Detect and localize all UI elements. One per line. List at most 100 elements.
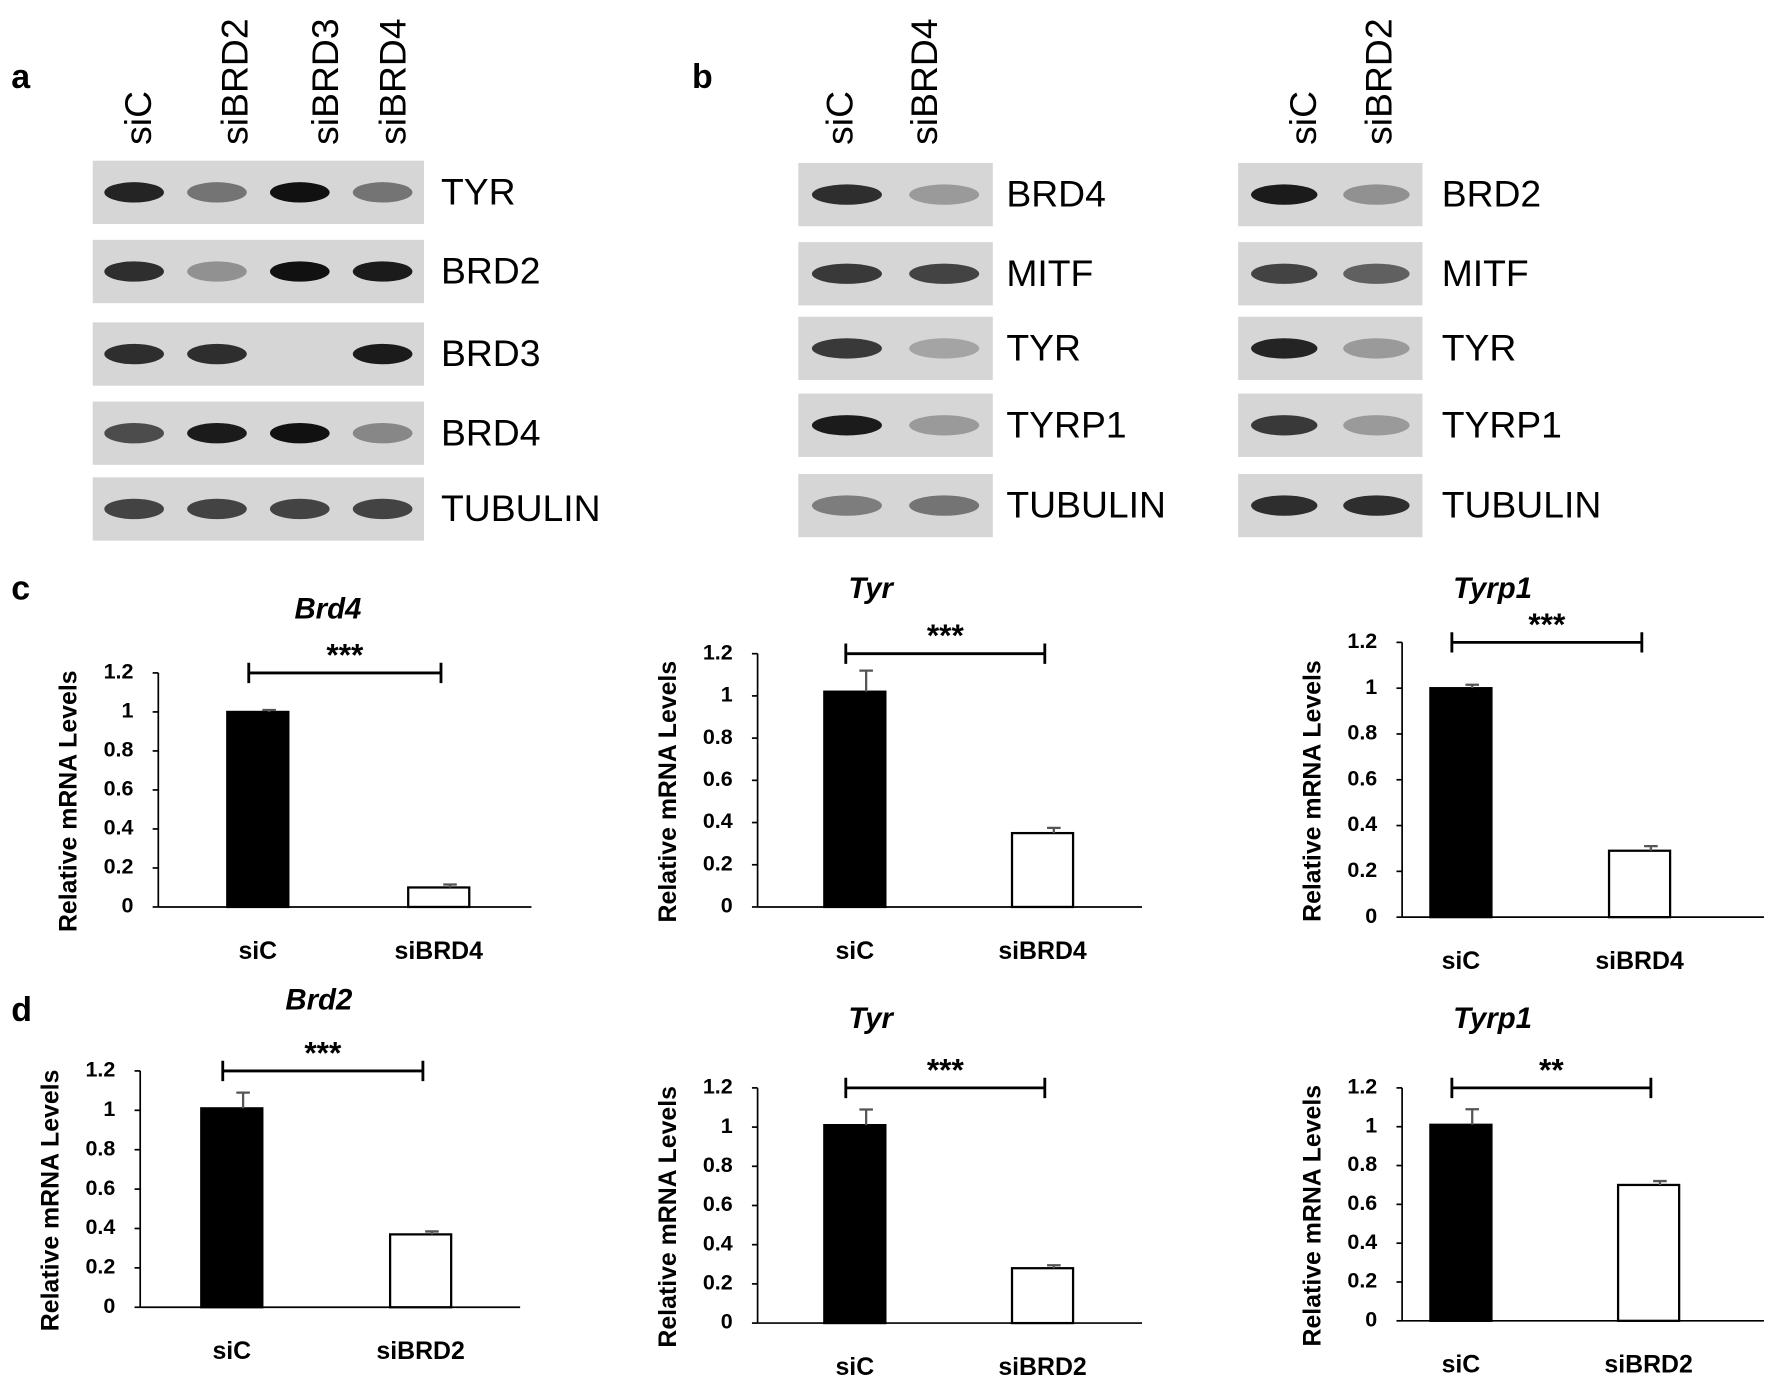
lane-label: siBRD3 — [304, 18, 346, 144]
x-tick-label: siC — [212, 1337, 251, 1365]
significance-bracket — [1450, 632, 1644, 653]
lane-label: siBRD2 — [1358, 18, 1400, 144]
blot-label: BRD2 — [441, 250, 541, 292]
y-tick-label: 0.6 — [703, 1192, 733, 1216]
blot-band — [187, 261, 247, 282]
y-axis-label: Relative mRNA Levels — [654, 1086, 682, 1348]
blot-band — [909, 415, 980, 436]
bar — [823, 690, 887, 909]
y-tick-label: 1 — [103, 1097, 115, 1121]
blot-band — [269, 423, 330, 444]
blot-band — [1251, 263, 1318, 284]
y-tick-label: 1.2 — [1347, 629, 1377, 653]
y-tick-label: 0 — [721, 1310, 733, 1334]
y-tick-label: 0.2 — [1347, 858, 1377, 882]
error-bar — [1644, 845, 1658, 851]
y-tick-label: 0.8 — [1347, 1152, 1377, 1176]
blot-label: BRD4 — [441, 411, 541, 453]
blot-band — [104, 182, 164, 203]
blot-band — [187, 343, 247, 365]
blot-band — [1251, 184, 1318, 205]
y-axis-label: Relative mRNA Levels — [37, 1070, 65, 1332]
blot-band — [1251, 338, 1318, 359]
significance-bracket — [247, 662, 443, 684]
blot-band — [1343, 415, 1410, 436]
y-tick-label: 0.4 — [85, 1215, 115, 1239]
x-tick-label: siC — [1442, 1351, 1481, 1379]
blot-label: TYR — [1442, 327, 1517, 369]
y-tick-label: 0.4 — [703, 1231, 733, 1255]
blot-band — [1343, 184, 1410, 205]
y-tick-label: 1 — [721, 1114, 733, 1138]
blot-band — [352, 261, 413, 282]
blot-label: TYR — [1006, 327, 1081, 369]
error-bar — [425, 1230, 439, 1235]
blot-band — [104, 343, 164, 365]
y-tick-label: 0.8 — [85, 1136, 115, 1160]
blot-band — [811, 415, 882, 436]
bar — [226, 710, 290, 909]
blot-band — [187, 182, 247, 203]
x-tick-label: siBRD2 — [1604, 1351, 1692, 1379]
lane-label: siBRD4 — [372, 18, 414, 144]
lane-label: siC — [117, 91, 159, 145]
x-tick-label: siC — [1442, 947, 1481, 975]
y-tick-label: 1.2 — [703, 1075, 733, 1099]
blot-label: TUBULIN — [1442, 484, 1602, 526]
significance-bracket — [1450, 1077, 1653, 1099]
y-tick-label: 0.8 — [1347, 721, 1377, 745]
y-tick-label: 1 — [1365, 675, 1377, 699]
lane-label: siBRD2 — [213, 18, 255, 144]
bar — [1010, 831, 1075, 909]
error-bar — [1465, 683, 1480, 689]
x-tick-label: siBRD4 — [1595, 947, 1684, 975]
y-axis-label: Relative mRNA Levels — [55, 670, 83, 932]
lane-label: siC — [818, 91, 860, 145]
bar — [388, 1233, 453, 1309]
chart-title: Brd4 — [294, 592, 361, 625]
lane-label: siBRD4 — [903, 18, 945, 144]
y-tick-label: 1 — [121, 699, 133, 723]
y-tick-label: 0.8 — [703, 1153, 733, 1177]
blot-band — [811, 184, 882, 205]
chart-title: Brd2 — [285, 984, 353, 1017]
blot-band — [1343, 263, 1410, 284]
blot-band — [187, 423, 247, 444]
blot-label: MITF — [1006, 252, 1093, 294]
blot-band — [104, 261, 164, 282]
significance-bracket — [844, 1077, 1047, 1099]
y-tick-label: 0.2 — [104, 855, 134, 879]
error-bar — [859, 1108, 873, 1126]
blot-label: MITF — [1442, 252, 1529, 294]
bar — [407, 886, 471, 909]
significance-bracket — [844, 643, 1047, 664]
blot-band — [352, 182, 413, 203]
x-tick-label: siBRD2 — [998, 1353, 1086, 1381]
y-tick-label: 1 — [721, 683, 733, 707]
y-tick-label: 0 — [721, 894, 733, 918]
panel-letter: c — [11, 569, 30, 607]
y-tick-label: 0.2 — [703, 1271, 733, 1295]
x-tick-label: siC — [835, 937, 874, 965]
blot-band — [909, 184, 980, 205]
y-axis-label: Relative mRNA Levels — [654, 661, 682, 923]
y-tick-label: 0.6 — [85, 1176, 115, 1200]
y-tick-label: 0.4 — [1347, 1230, 1377, 1254]
y-tick-label: 0.8 — [104, 738, 134, 762]
blot-band — [269, 498, 330, 520]
y-tick-label: 0.6 — [1347, 1191, 1377, 1215]
significance-label: *** — [304, 1034, 342, 1070]
blot-band — [269, 182, 330, 203]
y-tick-label: 0 — [1365, 904, 1377, 928]
y-tick-label: 0.2 — [1347, 1269, 1377, 1293]
panel-letter: b — [692, 58, 713, 96]
bar — [1429, 1123, 1493, 1322]
blot-band — [352, 498, 413, 520]
y-tick-label: 0.4 — [703, 809, 733, 833]
bar — [1616, 1183, 1681, 1322]
y-tick-label: 0.6 — [104, 777, 134, 801]
blot-band — [1343, 338, 1410, 359]
significance-label: *** — [927, 617, 965, 653]
chart-title: Tyr — [848, 1002, 894, 1035]
lane-label: siC — [1282, 91, 1324, 145]
